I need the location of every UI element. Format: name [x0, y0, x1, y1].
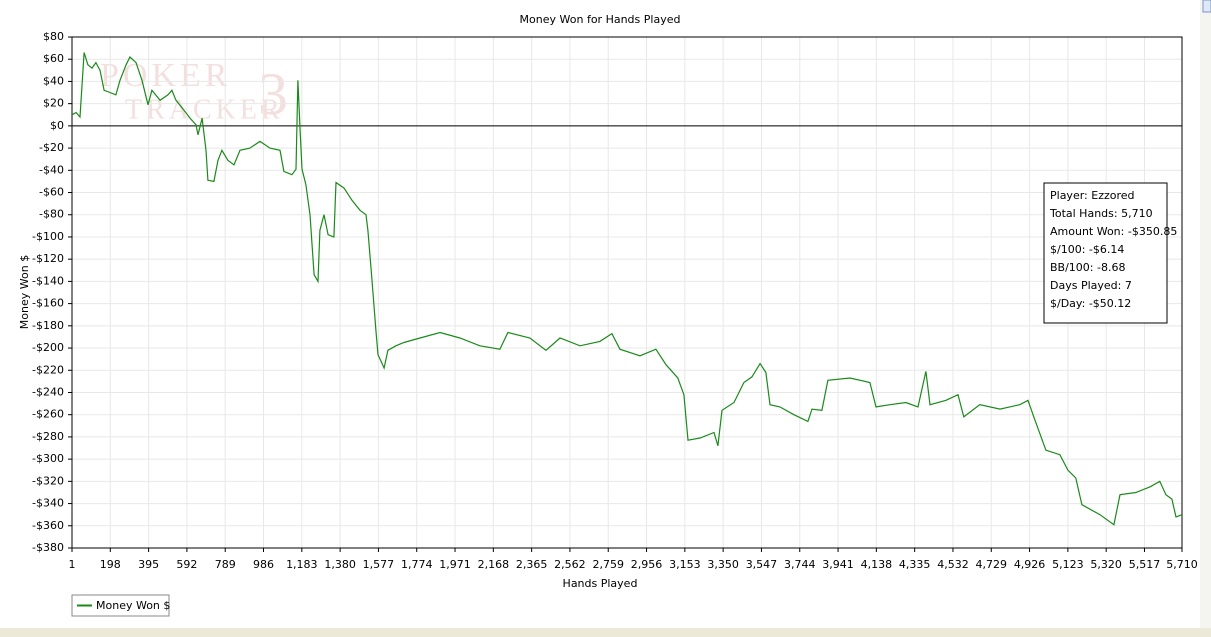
- y-tick-label: -$160: [32, 297, 64, 310]
- plot-frame: [71, 36, 1183, 549]
- x-tick-label: 789: [215, 558, 236, 571]
- x-tick-label: 592: [176, 558, 197, 571]
- x-tick-label: 1: [69, 558, 76, 571]
- info-line: $/Day: -$50.12: [1050, 297, 1131, 310]
- x-tick-label: 2,759: [592, 558, 624, 571]
- y-tick-label: $40: [43, 74, 64, 87]
- y-tick-label: -$380: [32, 541, 64, 554]
- x-tick-label: 3,744: [784, 558, 816, 571]
- x-tick-label: 5,517: [1129, 558, 1161, 571]
- x-tick-label: 3,941: [822, 558, 854, 571]
- y-tick-label: -$20: [39, 141, 64, 154]
- x-tick-label: 986: [253, 558, 274, 571]
- scroll-button[interactable]: [1202, 0, 1211, 13]
- y-tick-label: $0: [50, 119, 64, 132]
- y-tick-label: -$240: [32, 385, 64, 398]
- x-tick-label: 1,380: [324, 558, 356, 571]
- legend-box: [71, 594, 170, 617]
- x-tick-label: 4,138: [861, 558, 893, 571]
- x-tick-label: 1,577: [363, 558, 395, 571]
- watermark-text: POKER: [100, 57, 231, 94]
- x-axis-label: Hands Played: [563, 577, 638, 590]
- x-tick-label: 3,153: [669, 558, 701, 571]
- info-line: BB/100: -8.68: [1050, 261, 1125, 274]
- x-tick-label: 2,562: [554, 558, 586, 571]
- y-tick-label: -$320: [32, 474, 64, 487]
- y-tick-label: -$80: [39, 208, 64, 221]
- x-tick-label: 4,729: [976, 558, 1008, 571]
- x-tick-label: 5,320: [1090, 558, 1122, 571]
- y-tick-label: $60: [43, 52, 64, 65]
- x-tick-label: 4,926: [1014, 558, 1046, 571]
- y-tick-label: -$300: [32, 452, 64, 465]
- x-tick-label: 2,365: [516, 558, 548, 571]
- info-box: [1043, 182, 1168, 324]
- legend-label: Money Won $: [96, 599, 170, 612]
- x-tick-label: 3,547: [746, 558, 778, 571]
- y-tick-label: -$200: [32, 341, 64, 354]
- y-tick-label: $20: [43, 97, 64, 110]
- chart-title: Money Won for Hands Played: [520, 13, 681, 26]
- x-tick-label: 4,532: [937, 558, 969, 571]
- y-tick-label: -$260: [32, 408, 64, 421]
- y-tick-label: -$180: [32, 319, 64, 332]
- series-line: [71, 52, 1183, 526]
- y-tick-label: -$100: [32, 230, 64, 243]
- y-axis-label: Money Won $: [18, 255, 31, 329]
- info-line: Days Played: 7: [1050, 279, 1132, 292]
- x-tick-label: 198: [100, 558, 121, 571]
- x-tick-label: 5,123: [1052, 558, 1084, 571]
- x-tick-label: 4,335: [899, 558, 931, 571]
- x-tick-label: 395: [138, 558, 159, 571]
- y-tick-label: -$220: [32, 363, 64, 376]
- x-tick-label: 3,350: [707, 558, 739, 571]
- y-tick-label: -$140: [32, 274, 64, 287]
- x-tick-label: 2,956: [631, 558, 663, 571]
- y-tick-label: $80: [43, 30, 64, 43]
- x-tick-label: 1,774: [401, 558, 433, 571]
- y-tick-label: -$40: [39, 163, 64, 176]
- watermark-text: 3: [258, 61, 292, 127]
- y-tick-label: -$60: [39, 186, 64, 199]
- status-strip: [0, 628, 1211, 637]
- y-tick-label: -$340: [32, 497, 64, 510]
- x-tick-label: 2,168: [478, 558, 510, 571]
- info-line: Total Hands: 5,710: [1049, 207, 1153, 220]
- y-tick-label: -$120: [32, 252, 64, 265]
- y-tick-label: -$360: [32, 519, 64, 532]
- info-line: Amount Won: -$350.85: [1050, 225, 1177, 238]
- y-tick-label: -$280: [32, 430, 64, 443]
- x-tick-label: 5,710: [1166, 558, 1198, 571]
- side-edge: [1200, 0, 1211, 628]
- x-tick-label: 1,971: [439, 558, 471, 571]
- x-tick-label: 1,183: [286, 558, 318, 571]
- info-line: Player: Ezzored: [1050, 189, 1135, 202]
- info-line: $/100: -$6.14: [1050, 243, 1124, 256]
